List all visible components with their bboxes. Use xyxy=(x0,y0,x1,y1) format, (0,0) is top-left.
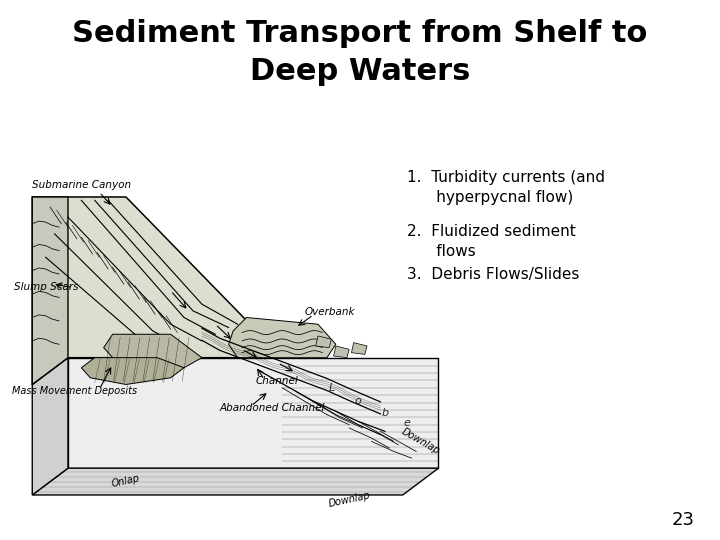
Polygon shape xyxy=(333,346,349,357)
Polygon shape xyxy=(32,468,438,495)
Polygon shape xyxy=(32,197,68,384)
Polygon shape xyxy=(104,334,202,368)
Polygon shape xyxy=(32,197,260,384)
Text: L: L xyxy=(328,383,335,393)
Text: 2.  Fluidized sediment
      flows: 2. Fluidized sediment flows xyxy=(407,224,575,260)
Text: Sediment Transport from Shelf to: Sediment Transport from Shelf to xyxy=(72,19,648,48)
Polygon shape xyxy=(351,342,367,354)
Text: Downlap: Downlap xyxy=(400,427,441,456)
Text: Downlap: Downlap xyxy=(328,491,371,509)
Text: Onlap: Onlap xyxy=(111,474,141,489)
Text: o: o xyxy=(355,396,361,406)
Polygon shape xyxy=(316,336,331,348)
Text: b: b xyxy=(382,408,389,418)
Text: Slump Scars: Slump Scars xyxy=(14,282,79,292)
Polygon shape xyxy=(229,318,336,357)
Polygon shape xyxy=(32,357,68,495)
Text: Mass Movement Deposits: Mass Movement Deposits xyxy=(12,386,138,396)
Polygon shape xyxy=(81,357,184,384)
Text: Overbank: Overbank xyxy=(305,307,355,318)
Text: Abandoned Channel: Abandoned Channel xyxy=(220,403,325,413)
Text: Channel: Channel xyxy=(256,376,298,386)
Text: Submarine Canyon: Submarine Canyon xyxy=(32,180,131,190)
Text: 1.  Turbidity currents (and
      hyperpycnal flow): 1. Turbidity currents (and hyperpycnal f… xyxy=(407,170,605,206)
Text: 23: 23 xyxy=(672,511,695,529)
Text: e: e xyxy=(404,418,410,428)
Text: 3.  Debris Flows/Slides: 3. Debris Flows/Slides xyxy=(407,267,579,282)
Polygon shape xyxy=(68,357,438,468)
Text: Deep Waters: Deep Waters xyxy=(250,57,470,86)
